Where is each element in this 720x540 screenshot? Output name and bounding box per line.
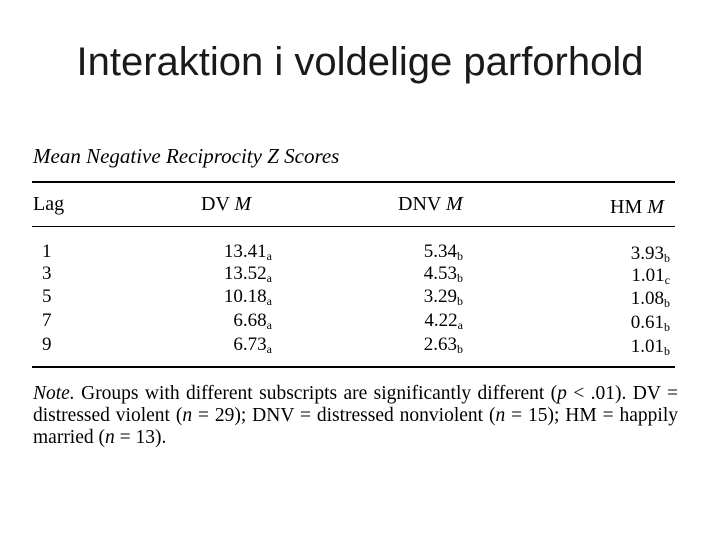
table-cell-lag: 7 [42, 310, 52, 331]
table-cell-dnv: 4.53b [424, 263, 463, 284]
table-cell-lag: 1 [42, 241, 52, 262]
table-cell-lag: 5 [42, 286, 52, 307]
header-hm: HM M [610, 196, 664, 219]
cell-value: 1.08 [630, 288, 664, 309]
note-n-symbol: n [105, 427, 115, 448]
note-text: = 29); DNV = distressed nonviolent ( [192, 405, 496, 426]
note-label: Note. [33, 383, 75, 404]
cell-subscript: a [457, 318, 463, 332]
table-cell-dnv: 4.22a [424, 310, 463, 331]
cell-subscript: a [266, 318, 272, 332]
table-cell-hm: 0.61b [631, 312, 670, 333]
table-cell-hm: 1.08b [631, 288, 670, 309]
table-cell-dv: 13.52a [224, 263, 272, 284]
cell-value: 10.18 [223, 286, 267, 307]
table-cell-dnv: 2.63b [424, 334, 463, 355]
note-n-symbol: n [495, 405, 506, 426]
note-text: < .01). DV = distressed violent ( [33, 383, 678, 426]
table-cell-lag: 3 [42, 263, 52, 284]
table-cell-dv: 6.68a [233, 310, 272, 331]
cell-subscript: a [266, 271, 272, 285]
table-cell-dnv: 5.34b [424, 241, 463, 262]
cell-value: 13.41 [223, 241, 267, 262]
cell-value: 4.53 [423, 263, 457, 284]
cell-subscript: b [664, 251, 670, 265]
cell-value: 2.63 [423, 334, 457, 355]
table-top-rule [32, 181, 675, 183]
note-p-symbol: p [557, 383, 567, 404]
table-header-rule [32, 226, 675, 227]
cell-subscript: a [266, 294, 272, 308]
header-lag: Lag [33, 193, 65, 215]
note-n-symbol: n [182, 405, 193, 426]
cell-subscript: b [664, 296, 670, 310]
table-note: Note. Groups with different subscripts a… [33, 383, 678, 449]
cell-subscript: b [457, 342, 463, 356]
cell-subscript: a [266, 249, 272, 263]
note-text: = 13). [114, 427, 167, 448]
cell-value: 3.29 [423, 286, 457, 307]
cell-value: 4.22 [424, 310, 458, 331]
cell-value: 13.52 [223, 263, 267, 284]
cell-subscript: b [664, 344, 670, 358]
cell-subscript: c [664, 273, 670, 287]
cell-value: 3.93 [630, 243, 664, 264]
table-cell-hm: 1.01b [631, 336, 670, 357]
table-caption: Mean Negative Reciprocity Z Scores [33, 144, 340, 168]
cell-subscript: b [664, 320, 670, 334]
header-dnv: DNV M [398, 193, 463, 216]
cell-value: 0.61 [630, 312, 664, 333]
cell-subscript: b [457, 249, 463, 263]
cell-value: 1.01 [630, 336, 664, 357]
header-dnv-stat: M [445, 193, 463, 215]
table-cell-hm: 3.93b [631, 243, 670, 264]
header-dv-label: DV [201, 193, 230, 215]
cell-subscript: b [457, 271, 463, 285]
header-dv: DV M [201, 193, 251, 216]
table-cell-dv: 10.18a [224, 286, 272, 307]
table-cell-dv: 6.73a [233, 334, 272, 355]
header-dv-stat: M [234, 193, 252, 215]
cell-value: 6.73 [233, 334, 267, 355]
cell-subscript: a [266, 342, 272, 356]
header-dnv-label: DNV [398, 193, 441, 215]
table-cell-dnv: 3.29b [424, 286, 463, 307]
table-cell-lag: 9 [42, 334, 52, 355]
header-hm-stat: M [647, 196, 664, 218]
cell-value: 6.68 [233, 310, 267, 331]
table-bottom-rule [32, 366, 675, 368]
cell-subscript: b [457, 294, 463, 308]
cell-value: 5.34 [423, 241, 457, 262]
cell-value: 1.01 [631, 265, 665, 286]
header-hm-label: HM [610, 196, 643, 218]
table-cell-hm: 1.01c [631, 265, 670, 286]
note-text: = 15); HM = happily married ( [33, 405, 678, 448]
note-text: Groups with different subscripts are sig… [81, 383, 558, 404]
slide-title: Interaktion i voldelige parforhold [76, 40, 644, 84]
table-cell-dv: 13.41a [224, 241, 272, 262]
